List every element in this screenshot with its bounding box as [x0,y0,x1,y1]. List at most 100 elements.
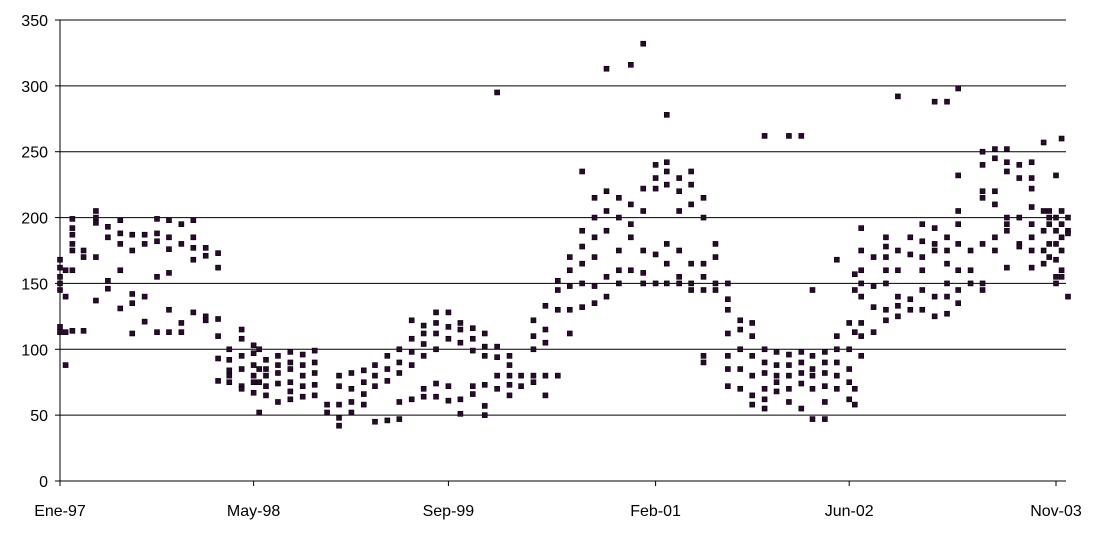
data-point [688,287,694,293]
data-point [737,326,744,333]
data-point [154,230,160,237]
data-point [250,372,257,379]
data-point [457,320,464,326]
data-point [737,346,744,353]
data-point [57,280,63,287]
data-point [773,388,780,395]
data-point [858,320,864,326]
data-point [676,188,682,195]
data-point [955,300,961,306]
data-point [105,277,111,284]
data-point [967,280,974,287]
data-point [737,366,744,372]
data-point [80,254,87,260]
data-point [105,223,111,230]
data-point [931,225,938,231]
data-point [1004,221,1010,227]
data-point [530,372,537,379]
data-point [506,372,513,379]
data-point [542,392,549,399]
data-point [433,346,439,353]
data-point [360,391,367,397]
data-point [238,326,245,333]
data-point [798,370,805,376]
data-point [652,162,659,168]
data-point [700,214,707,221]
data-point [336,414,342,421]
data-point [69,225,76,231]
y-tick-label: 100 [21,342,48,359]
data-point [712,254,719,260]
data-point [834,359,840,366]
data-point [652,251,659,258]
data-point [822,416,828,422]
data-point [287,366,294,372]
data-point [749,392,756,399]
data-point [907,306,914,313]
data-point [895,247,901,254]
data-point [712,280,719,287]
data-point [1028,247,1035,254]
data-point [1028,234,1035,241]
data-point [69,216,76,222]
data-point [433,380,439,387]
data-point [1004,168,1010,175]
data-point [420,341,427,347]
data-point [1058,234,1065,241]
data-point [433,320,439,326]
data-point [141,293,148,300]
data-point [883,243,889,250]
data-point [542,326,549,333]
data-point [846,346,853,353]
data-point [834,346,840,353]
data-point [628,61,634,68]
data-point [178,320,185,326]
data-point [178,241,185,247]
data-point [445,335,452,342]
data-point [1016,175,1023,181]
data-point [256,379,263,386]
data-point [712,241,719,247]
data-point [628,221,634,227]
data-point [652,175,659,181]
data-point [384,378,391,384]
data-point [786,372,792,379]
data-point [725,296,731,303]
data-point [895,303,901,309]
data-point [852,329,858,335]
data-point [883,254,889,260]
data-point [93,254,99,260]
data-point [1016,162,1023,168]
data-point [737,317,744,324]
data-point [640,40,647,47]
data-point [725,383,731,389]
data-point [663,181,670,188]
data-point [555,306,561,313]
data-point [154,274,160,280]
data-point [542,339,549,346]
data-point [700,359,707,366]
data-point [57,329,63,335]
data-point [336,401,342,408]
data-point [566,254,573,260]
data-point [955,221,961,227]
data-point [117,305,124,312]
data-point [117,267,124,274]
data-point [518,383,524,389]
data-point [591,300,598,306]
data-point [372,372,378,379]
data-point [919,287,926,293]
data-point [700,287,707,293]
data-point [931,293,938,300]
data-point [616,195,622,201]
data-point [688,168,694,175]
data-point [1028,185,1035,192]
data-point [955,267,961,274]
y-tick-label: 150 [21,276,48,293]
data-point [640,247,647,254]
data-point [420,330,427,337]
data-point [263,392,269,399]
data-point [1028,159,1035,166]
data-point [57,256,63,263]
data-point [324,401,330,408]
